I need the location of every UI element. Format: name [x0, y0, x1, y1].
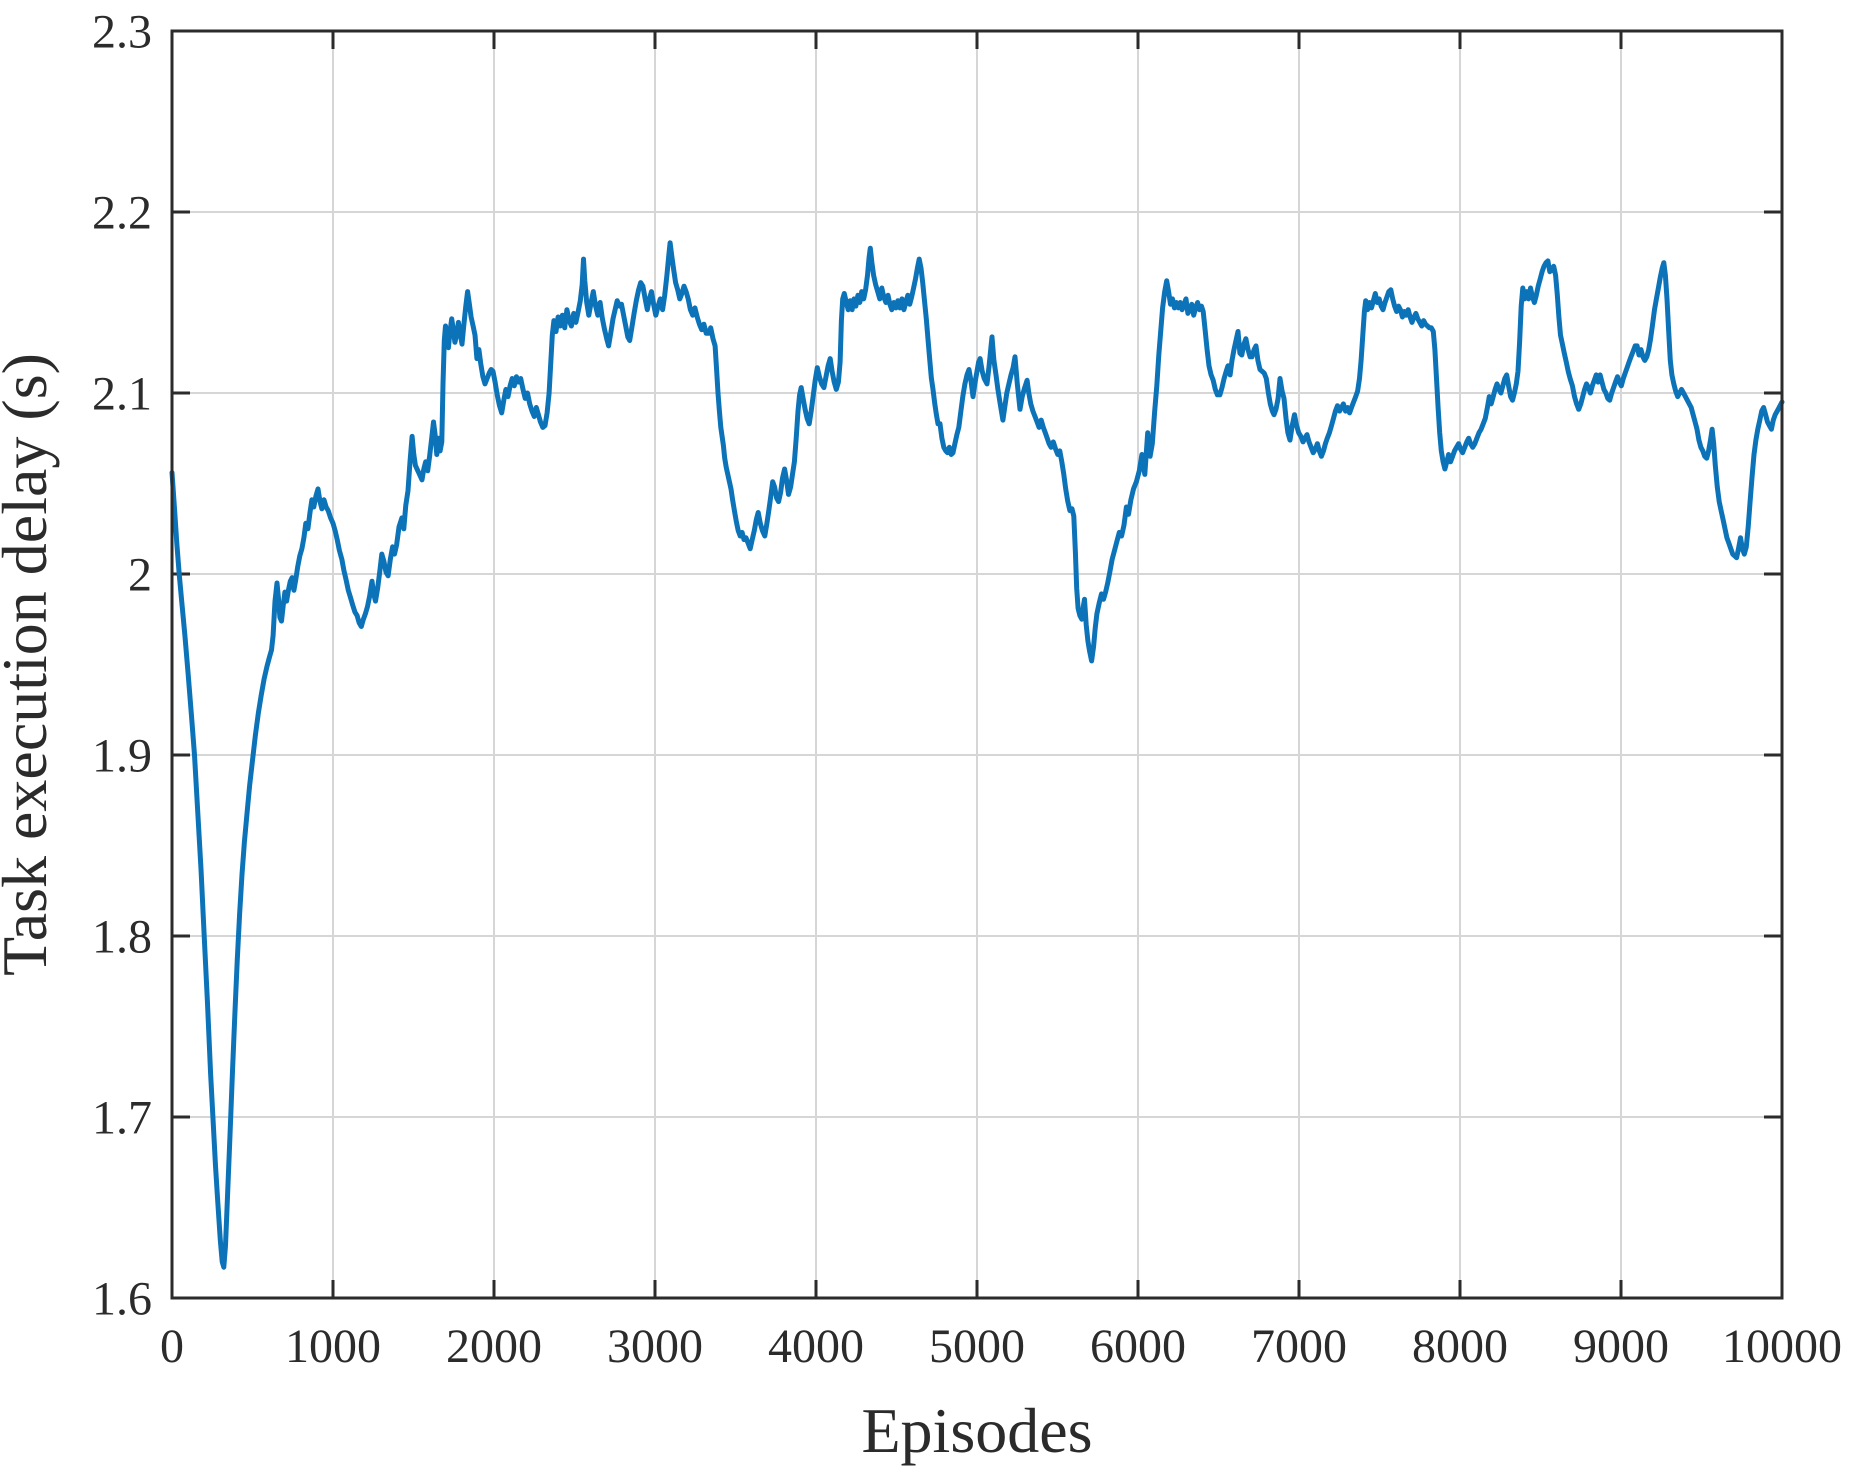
- y-tick-label: 1.6: [92, 1273, 152, 1326]
- x-tick-label: 2000: [446, 1320, 542, 1373]
- x-axis-label: Episodes: [861, 1395, 1092, 1466]
- x-tick-label: 4000: [768, 1320, 864, 1373]
- y-tick-label: 2: [128, 549, 152, 602]
- grid-lines: [172, 31, 1782, 1298]
- y-axis-label: Task execution delay (s): [0, 353, 60, 976]
- x-tick-label: 3000: [607, 1320, 703, 1373]
- axes-box: [170, 29, 1784, 1300]
- y-tick-label: 2.1: [92, 368, 152, 421]
- y-tick-label: 2.3: [92, 6, 152, 59]
- y-tick-label: 1.7: [92, 1092, 152, 1145]
- series-line-task-execution-delay: [169, 240, 1785, 1270]
- x-tick-label: 8000: [1412, 1320, 1508, 1373]
- y-tick-labels: 1.6 1.7 1.8 1.9 2 2.1 2.2 2.3: [92, 6, 152, 1326]
- x-tick-label: 0: [160, 1320, 184, 1373]
- x-tick-label: 10000: [1722, 1320, 1842, 1373]
- x-tick-labels: 0 1000 2000 3000 4000 5000 6000 7000 8000 9000 100…: [160, 1320, 1842, 1373]
- x-tick-label: 5000: [929, 1320, 1025, 1373]
- y-tick-label: 2.2: [92, 187, 152, 240]
- x-tick-label: 1000: [285, 1320, 381, 1373]
- x-tick-label: 7000: [1251, 1320, 1347, 1373]
- x-tick-label: 9000: [1573, 1320, 1669, 1373]
- y-tick-label: 1.8: [92, 911, 152, 964]
- x-tick-label: 6000: [1090, 1320, 1186, 1373]
- y-tick-label: 1.9: [92, 730, 152, 783]
